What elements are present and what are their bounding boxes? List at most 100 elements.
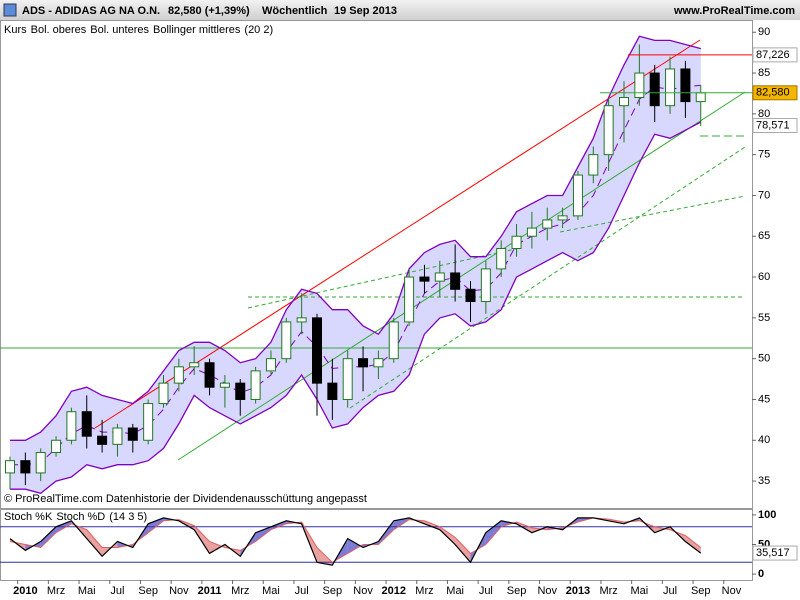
x-tick-label: Mai xyxy=(446,585,464,597)
candle-body xyxy=(649,72,660,107)
x-tick-label: 2010 xyxy=(13,585,37,597)
date: 19 Sep 2013 xyxy=(334,5,397,17)
candle-body xyxy=(127,427,138,441)
stoch-fill xyxy=(40,526,57,548)
legend-entry: (20 2) xyxy=(244,24,273,36)
candle-body xyxy=(219,382,230,388)
price-marker-label: 35,517 xyxy=(756,547,790,559)
candle-body xyxy=(158,382,169,405)
candle-body xyxy=(511,235,522,249)
trendline xyxy=(177,91,746,461)
y-tick-label: 75 xyxy=(758,149,770,161)
x-tick-label: Mrz xyxy=(47,585,65,597)
legend-entry: (14 3 5) xyxy=(109,511,147,523)
x-tick-label: Sep xyxy=(691,585,711,597)
candle-body xyxy=(680,68,691,103)
trendline xyxy=(247,247,521,309)
candle-body xyxy=(189,362,200,368)
price-marker xyxy=(752,47,798,63)
candle-body xyxy=(603,105,614,156)
y-tick-label: 0 xyxy=(758,568,764,580)
candle-body xyxy=(634,72,645,99)
x-tick-label: Jul xyxy=(479,585,493,597)
candle-body xyxy=(35,452,46,474)
bollinger-line xyxy=(10,35,701,441)
stoch-fill xyxy=(148,517,164,533)
trendlines xyxy=(0,39,752,461)
candle-body xyxy=(342,358,353,400)
quote: 82,580 (+1,39%) xyxy=(168,5,250,17)
candle-body xyxy=(450,272,461,290)
bollinger-line xyxy=(10,84,701,466)
stoch-fill xyxy=(255,526,271,542)
x-tick-label: Sep xyxy=(138,585,158,597)
site: www.ProRealTime.com xyxy=(673,5,795,17)
candle-body xyxy=(51,439,62,454)
period: Wöchentlich xyxy=(262,5,328,17)
y-tick-label: 100 xyxy=(758,509,776,521)
candle-body xyxy=(204,362,215,388)
candle-body xyxy=(480,268,491,303)
stoch-fill xyxy=(209,541,225,554)
candle-body xyxy=(173,366,184,384)
candle-body xyxy=(235,382,246,400)
stoch-d-line xyxy=(9,517,702,563)
x-tick-label: 2011 xyxy=(198,585,222,597)
stoch-k-line xyxy=(9,517,702,566)
candle-body xyxy=(265,358,276,372)
x-tick-label: Mai xyxy=(262,585,280,597)
price-marker xyxy=(752,118,798,134)
stoch-fill xyxy=(424,520,440,530)
x-tick-label: Jul xyxy=(110,585,124,597)
candle-body xyxy=(526,227,537,237)
candle-body xyxy=(327,382,338,400)
y-tick-label: 40 xyxy=(758,434,770,446)
legend-entry: Bollinger mittleres xyxy=(153,24,241,36)
x-tick-label: Sep xyxy=(323,585,343,597)
x-tick-label: Mrz xyxy=(231,585,249,597)
trendline xyxy=(349,146,746,409)
stoch-fill xyxy=(194,525,210,554)
candle-body xyxy=(434,272,445,282)
price-marker-label: 87,226 xyxy=(756,49,790,61)
legend-entry: Kurs xyxy=(4,24,27,36)
candle-body xyxy=(296,317,307,323)
candle-body xyxy=(695,92,706,103)
stoch-fill xyxy=(455,537,471,563)
y-tick-label: 70 xyxy=(758,189,770,201)
candle-body xyxy=(557,215,568,221)
price-marker xyxy=(752,85,798,101)
bollinger-line xyxy=(10,121,702,495)
candle-body xyxy=(373,358,384,368)
candle-body xyxy=(312,317,322,384)
x-tick-label: Nov xyxy=(722,585,742,597)
y-tick-label: 85 xyxy=(758,67,770,79)
legend-entry: Bol. unteres xyxy=(90,24,149,36)
x-tick-label: Jul xyxy=(663,585,677,597)
x-tick-label: Nov xyxy=(353,585,373,597)
candle-body xyxy=(143,403,154,441)
header-bar xyxy=(0,0,800,20)
candle-body xyxy=(572,174,583,217)
candle-body xyxy=(496,247,507,270)
legend-entry: Stoch %D xyxy=(56,511,105,523)
x-tick-label: Mai xyxy=(78,585,96,597)
price-marker xyxy=(752,545,798,561)
candle-body xyxy=(465,288,476,303)
x-tick-label: Mrz xyxy=(599,585,617,597)
candle-body xyxy=(358,358,369,368)
candle-body xyxy=(619,97,629,107)
x-tick-label: Mrz xyxy=(415,585,433,597)
symbol: ADS - ADIDAS AG NA O.N. xyxy=(22,5,160,17)
candle-body xyxy=(20,460,31,474)
stoch-fill xyxy=(685,535,701,554)
y-tick-label: 90 xyxy=(758,26,770,38)
candle-body xyxy=(112,427,123,445)
candle-body xyxy=(250,370,261,400)
y-tick-label: 50 xyxy=(758,353,770,365)
price-marker-label: 78,571 xyxy=(756,119,790,131)
stoch-fill xyxy=(270,520,287,530)
x-tick-label: Nov xyxy=(537,585,557,597)
candle-body xyxy=(97,435,108,445)
